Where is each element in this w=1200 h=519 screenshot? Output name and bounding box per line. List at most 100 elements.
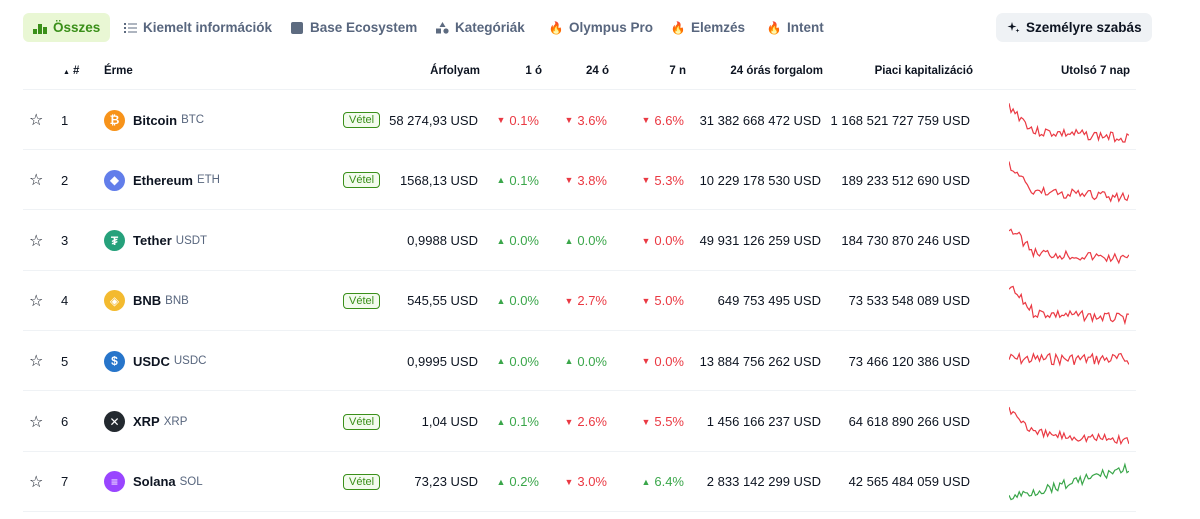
arrow-down-icon: ▼ [564,175,574,186]
arrow-up-icon: ▲ [496,295,506,306]
bnb-icon: ◈ [104,290,125,312]
tab-olympus-pro[interactable]: 🔥 Olympus Pro [549,13,654,42]
buy-button[interactable]: Vétel [343,473,381,490]
arrow-up-icon: ▲ [496,175,506,186]
coin-cell[interactable]: ₮ Tether USDT [104,211,207,271]
table-row[interactable]: ☆ 6 ✕ XRP XRP Vétel 1,04 USD ▲ 0.1% ▼ 2.6%… [23,392,1136,452]
change-24h: ▼ 3.0% [564,474,607,490]
market-cap: 184 730 870 246 USD [841,233,970,249]
header-rank[interactable]: ▲ # [63,65,80,77]
change-1h: ▲ 0.1% [496,414,539,429]
arrow-down-icon: ▼ [641,115,651,125]
change-24h: ▼ 2.6% [564,414,607,429]
table-row[interactable]: ☆ 3 ₮ Tether USDT 0,9988 USD ▲ 0.0% ▲ 0.0%… [23,211,1136,271]
change-7d: ▼ 6.6% [641,112,684,128]
change-24h: ▲ 0.0% [564,353,607,369]
tab-base-ecosystem[interactable]: Base Ecosystem [290,13,417,42]
rank: 6 [61,414,69,429]
arrow-down-icon: ▼ [564,295,574,306]
market-cap: 73 466 120 386 USD [848,353,970,369]
coin-cell[interactable]: ₿ Bitcoin BTC [104,90,204,150]
buy-cell: Vétel [343,271,381,331]
buy-button[interactable]: Vétel [343,172,381,189]
star-icon[interactable]: ☆ [29,413,44,431]
coin-symbol: USDT [175,234,208,247]
coin-symbol: ETH [196,174,220,187]
change-24h: ▼ 2.7% [564,293,607,309]
header-1h[interactable]: 1 ó [525,65,542,77]
header-last-7-days: Utolsó 7 nap [1060,65,1130,77]
header-7d[interactable]: 7 n [669,65,686,77]
table-row[interactable]: ☆ 4 ◈ BNB BNB Vétel 545,55 USD ▲ 0.0% ▼ 2.… [23,271,1136,331]
star-icon[interactable]: ☆ [29,232,44,250]
rank: 1 [61,112,69,128]
change-1h: ▲ 0.0% [496,353,539,369]
tab-label: Intent [787,20,824,35]
coin-name: Ethereum [133,172,193,188]
arrow-down-icon: ▼ [641,356,651,367]
coin-cell[interactable]: ✕ XRP XRP [104,392,187,452]
coin-cell[interactable]: ◈ BNB BNB [104,271,189,331]
sparkline-7d [1009,275,1129,327]
change-7d: ▼ 0.0% [641,233,684,249]
buy-button[interactable]: Vétel [343,112,381,128]
ethereum-icon: ◆ [104,169,125,191]
change-1h: ▲ 0.1% [496,172,539,188]
star-icon[interactable]: ☆ [29,292,44,310]
tab-analysis[interactable]: 🔥 Elemzés [671,13,746,42]
tab-categories[interactable]: Kategóriák [435,13,525,42]
header-coin[interactable]: Érme [104,65,133,77]
arrow-down-icon: ▼ [564,115,574,125]
header-price[interactable]: Árfolyam [430,65,480,77]
coin-cell[interactable]: ≡ Solana SOL [104,452,203,512]
volume-24h: 49 931 126 259 USD [699,233,821,249]
volume-24h: 649 753 495 USD [717,293,821,309]
header-market-cap[interactable]: Piaci kapitalizáció [874,65,973,77]
buy-cell: Vétel [343,392,381,452]
change-7d: ▲ 6.4% [641,474,684,490]
volume-24h: 2 833 142 299 USD [706,474,821,490]
tab-intent[interactable]: 🔥 Intent [767,13,824,42]
star-icon[interactable]: ☆ [29,112,44,129]
coin-symbol: BNB [165,294,189,307]
star-icon[interactable]: ☆ [29,353,44,371]
change-7d: ▼ 5.3% [641,172,684,188]
coin-symbol: USDC [173,355,207,368]
bars-icon [33,21,47,35]
table-row[interactable]: ☆ 1 ₿ Bitcoin BTC Vétel 58 274,93 USD ▼ 0… [23,90,1136,150]
header-volume[interactable]: 24 órás forgalom [730,65,823,77]
customize-label: Személyre szabás [1026,20,1142,35]
table-header: ▲ # Érme Árfolyam 1 ó 24 ó 7 n 24 órás fo… [23,57,1136,90]
volume-24h: 10 229 178 530 USD [699,172,821,188]
table-row[interactable]: ☆ 5 $ USDC USDC 0,9995 USD ▲ 0.0% ▲ 0.0% ▼… [23,331,1136,392]
table-row[interactable]: ☆ 7 ≡ Solana SOL Vétel 73,23 USD ▲ 0.2% ▼… [23,452,1136,512]
buy-button[interactable]: Vétel [343,292,381,309]
arrow-down-icon: ▼ [641,295,651,306]
star-icon[interactable]: ☆ [29,473,44,491]
customize-button[interactable]: Személyre szabás [996,13,1152,42]
rank: 3 [61,233,69,249]
sparkline-7d [1009,94,1129,146]
market-cap: 42 565 484 059 USD [848,474,970,490]
star-icon[interactable]: ☆ [29,172,44,190]
buy-button[interactable]: Vétel [343,413,381,430]
change-1h: ▼ 0.1% [496,112,539,128]
change-24h: ▼ 3.6% [564,112,607,128]
coin-cell[interactable]: ◆ Ethereum ETH [104,150,220,210]
tab-highlights[interactable]: Kiemelt információk [123,13,272,42]
arrow-up-icon: ▲ [564,356,574,367]
sparkline-7d [1009,335,1129,387]
sparkline-7d [1009,215,1129,267]
tab-label: Olympus Pro [569,20,654,35]
sort-up-icon: ▲ [63,69,70,76]
fire-icon: 🔥 [766,20,782,35]
arrow-down-icon: ▼ [641,416,651,427]
coin-symbol: SOL [179,475,203,488]
price: 58 274,93 USD [389,112,478,128]
tab-all[interactable]: Összes [23,13,111,42]
coin-cell[interactable]: $ USDC USDC [104,331,206,391]
tab-label: Elemzés [691,20,746,35]
header-24h[interactable]: 24 ó [585,65,609,77]
table-row[interactable]: ☆ 2 ◆ Ethereum ETH Vétel 1568,13 USD ▲ 0.… [23,150,1136,211]
change-1h: ▲ 0.2% [496,474,539,490]
